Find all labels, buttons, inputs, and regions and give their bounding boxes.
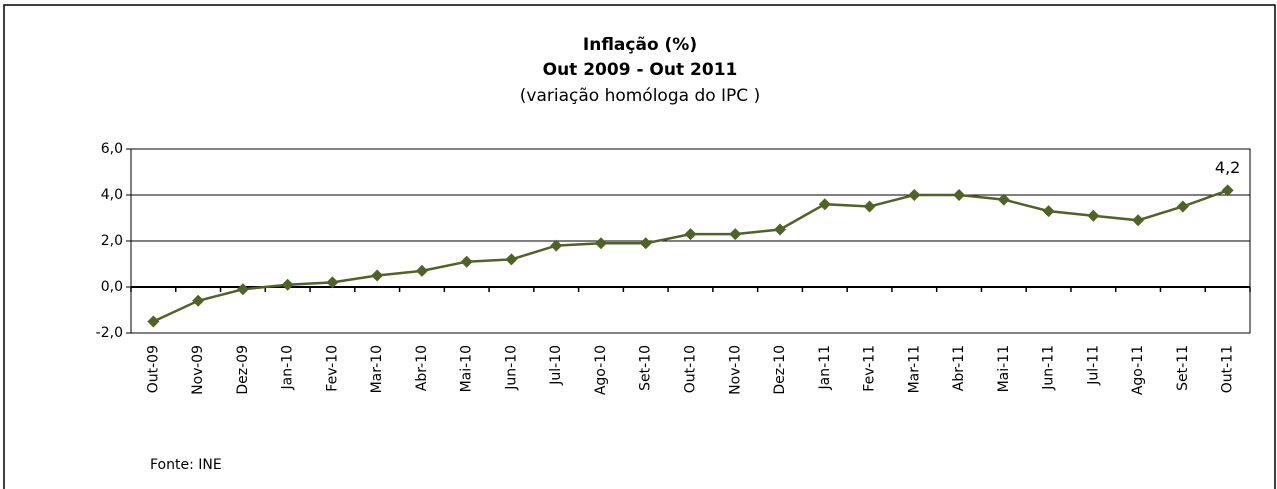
x-tick-label: Set-11: [1175, 345, 1191, 391]
x-tick-label: Jan-10: [280, 345, 296, 390]
marker: [1176, 200, 1189, 213]
marker: [953, 189, 966, 201]
marker: [774, 223, 787, 236]
x-tick-label: Jan-11: [817, 345, 833, 390]
x-tick-label: Nov-10: [727, 345, 743, 395]
x-tick-label: Fev-11: [862, 345, 878, 392]
chart-title: Inflação (%): [583, 35, 697, 55]
x-tick-label: Jun-11: [1041, 345, 1057, 391]
x-tick-label: Dez-09: [235, 345, 251, 395]
marker: [326, 276, 339, 289]
y-tick-label: 0,0: [101, 279, 123, 295]
x-tick-label: Nov-09: [190, 345, 206, 395]
marker: [371, 269, 384, 282]
line: [152, 189, 1229, 323]
marker: [147, 315, 160, 328]
marker: [1042, 205, 1055, 218]
marker: [192, 294, 205, 307]
x-tick-label: Fev-10: [324, 345, 340, 392]
frame: [3, 4, 1276, 489]
x-tick-label: Jul-10: [548, 345, 564, 386]
x-tick-label: Mai-10: [459, 345, 475, 392]
x-tick-label: Out-11: [1220, 345, 1236, 393]
marker: [863, 200, 876, 213]
marker: [684, 228, 697, 241]
marker: [1132, 214, 1145, 227]
x-tick-label: Jul-11: [1085, 345, 1101, 386]
chart-subtitle: Out 2009 - Out 2011: [543, 60, 738, 80]
y-tick-label: -2,0: [96, 325, 123, 341]
y-tick-label: 2,0: [101, 233, 123, 249]
marker: [281, 278, 294, 291]
y-tick-label: 6,0: [101, 141, 123, 157]
marker: [997, 193, 1010, 206]
x-tick-label: Abr-11: [951, 345, 967, 391]
marker: [729, 228, 742, 241]
marker: [460, 255, 473, 268]
x-tick-label: Set-10: [638, 345, 654, 391]
x-tick-label: Mai-11: [996, 345, 1012, 392]
data-label: 4,2: [1215, 158, 1240, 177]
marker: [1087, 209, 1100, 222]
x-tick-label: Mar-10: [369, 345, 385, 393]
marker: [236, 283, 249, 296]
marker: [1221, 184, 1234, 197]
marker: [908, 189, 921, 201]
x-tick-label: Ago-10: [593, 345, 609, 395]
marker: [550, 239, 563, 252]
x-tick-label: Mar-11: [906, 345, 922, 393]
x-tick-label: Jun-10: [503, 345, 519, 391]
marker: [818, 198, 831, 211]
y-tick-label: 4,0: [101, 187, 123, 203]
x-tick-label: Out-10: [683, 345, 699, 393]
source: Fonte: INE: [150, 457, 222, 473]
x-tick-label: Out-09: [145, 345, 161, 393]
chart-subtitle: (variação homóloga do IPC ): [520, 86, 760, 106]
x-tick-label: Dez-10: [772, 345, 788, 395]
x-tick-label: Abr-10: [414, 345, 430, 391]
marker: [639, 237, 652, 250]
marker: [415, 264, 428, 277]
marker: [594, 237, 607, 250]
marker: [505, 253, 518, 266]
x-tick-label: Ago-11: [1130, 345, 1146, 395]
